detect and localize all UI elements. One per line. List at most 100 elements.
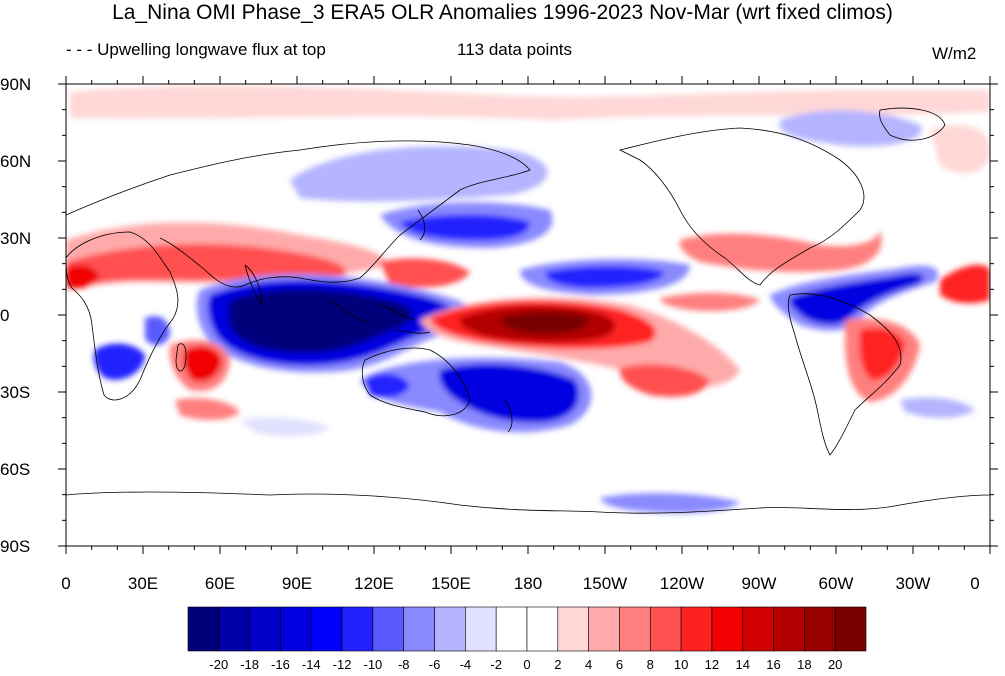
anomaly-patch-west-australia-neg [365, 373, 410, 398]
lon-label-150w: 150W [582, 574, 628, 593]
colorbar-box [372, 606, 405, 652]
colorbar-box [773, 606, 805, 652]
colorbar-label: -2 [490, 657, 502, 672]
coastline-maritime-continent [329, 299, 431, 334]
colorbar-label: 0 [523, 657, 531, 672]
colorbar-box [619, 606, 651, 652]
colorbar-box [280, 606, 312, 652]
coastline-north-america [618, 127, 865, 286]
anomaly-patch-west-africa-pos [66, 265, 100, 289]
lat-label-equator: 0 [0, 306, 10, 325]
anomaly-patch-pacific-nw-pos [380, 258, 470, 288]
colorbar [187, 606, 867, 652]
colorbar-box [526, 606, 559, 652]
left-subtitle: - - - Upwelling longwave flux at top [66, 40, 326, 60]
anomaly-patch-australia-neg [439, 363, 579, 423]
anomaly-patch-se-pacific-pos [619, 364, 710, 397]
anomaly-patch-east-pacific-pos [660, 292, 760, 312]
colorbar-box [218, 606, 250, 652]
anomaly-patch-nw-pacific-neg [400, 214, 530, 241]
colorbar-box [742, 606, 774, 652]
colorbar-box [434, 606, 466, 652]
anomaly-patch-madagascar-pos [183, 345, 222, 382]
colorbar-box [588, 606, 620, 652]
map-title: La_Nina OMI Phase_3 ERA5 OLR Anomalies 1… [112, 1, 893, 24]
colorbar-label: 18 [797, 657, 812, 672]
lat-label-30n: 30N [0, 229, 32, 248]
units-label: W/m2 [932, 44, 977, 63]
colorbar-label: 4 [585, 657, 593, 672]
coastline-south-america [787, 293, 902, 456]
latitude-ticks [58, 83, 998, 547]
coastline-madagascar [175, 343, 187, 372]
colorbar-label: 6 [615, 657, 624, 672]
colorbar-label: 20 [827, 657, 843, 672]
anomaly-patch-indian-ocean-neg-strong [228, 289, 412, 353]
anomaly-patch-arctic-pos [70, 85, 990, 120]
colorbar-box [804, 606, 836, 652]
lat-label-90s: 90S [0, 537, 31, 556]
colorbar-label: -8 [397, 657, 410, 672]
lon-label-60e: 60E [204, 574, 236, 593]
anomaly-patch-southern-africa-neg [93, 343, 145, 380]
anomaly-patch-siberia-neg [290, 146, 548, 202]
colorbar-label: 16 [766, 657, 781, 672]
anomaly-patch-north-america-pos [679, 230, 882, 273]
colorbar-label: -6 [428, 657, 441, 672]
lat-label-60n: 60N [0, 152, 32, 171]
colorbar-box [249, 606, 281, 652]
anomaly-field [66, 85, 990, 514]
lon-label-90e: 90E [281, 574, 313, 593]
colorbar-label: -10 [363, 657, 383, 672]
colorbar-box [495, 606, 528, 652]
anomaly-patch-east-atlantic-pos [940, 264, 990, 304]
lon-label-0-east: 0 [970, 574, 980, 593]
colorbar-box [834, 606, 867, 652]
colorbar-label: -12 [332, 657, 352, 672]
lat-label-60s: 60S [0, 460, 31, 479]
coastline-japan [417, 209, 426, 241]
anomaly-patch-greenland-pos [930, 125, 990, 174]
dashed-line-legend: - - - [66, 40, 98, 59]
lat-label-90n: 90N [0, 75, 32, 94]
colorbar-box [187, 606, 220, 652]
colorbar-box [680, 606, 713, 652]
coastlines [66, 107, 990, 514]
coastline-africa [66, 231, 179, 401]
lon-label-30w: 30W [895, 574, 931, 593]
colorbar-label: -4 [459, 657, 472, 672]
anomaly-patch-south-atlantic-neg [900, 397, 975, 418]
colorbar-label: -16 [271, 657, 290, 672]
colorbar-label: 14 [735, 657, 750, 672]
colorbar-label: 12 [704, 657, 720, 672]
colorbar-label: -14 [301, 657, 321, 672]
colorbar-box [310, 606, 343, 652]
anomaly-patch-southern-ocean-neg [600, 493, 740, 514]
anomaly-patch-tropical-atlantic-neg [789, 273, 924, 325]
anomaly-patch-south-pacific-neg [240, 417, 330, 437]
lon-label-180: 180 [513, 574, 543, 593]
anomaly-patch-canada-neg [779, 110, 922, 147]
colorbar-box [465, 606, 497, 652]
colorbar-box [403, 606, 435, 652]
anomaly-patch-south-america-pos [859, 328, 905, 380]
colorbar-label: -20 [209, 657, 229, 672]
coastline-eurasia [66, 140, 531, 288]
colorbar-label: -18 [240, 657, 260, 672]
coastline-india [244, 264, 263, 307]
anomaly-patch-central-africa-neg [145, 315, 170, 346]
anomaly-patch-central-pacific-neg [545, 266, 665, 288]
lon-label-90w: 90W [741, 574, 777, 593]
lon-label-150e: 150E [431, 574, 471, 593]
variable-name: Upwelling longwave flux at top [97, 40, 326, 59]
colorbar-box [711, 606, 744, 652]
coastline-antarctica [66, 491, 990, 514]
colorbar-box [557, 606, 589, 652]
lat-label-30s: 30S [0, 383, 31, 402]
lon-label-30e: 30E [127, 574, 159, 593]
coastline-greenland [879, 107, 946, 141]
lon-label-120w: 120W [659, 574, 705, 593]
colorbar-label: 2 [554, 657, 562, 672]
coastline-australia [361, 347, 471, 417]
